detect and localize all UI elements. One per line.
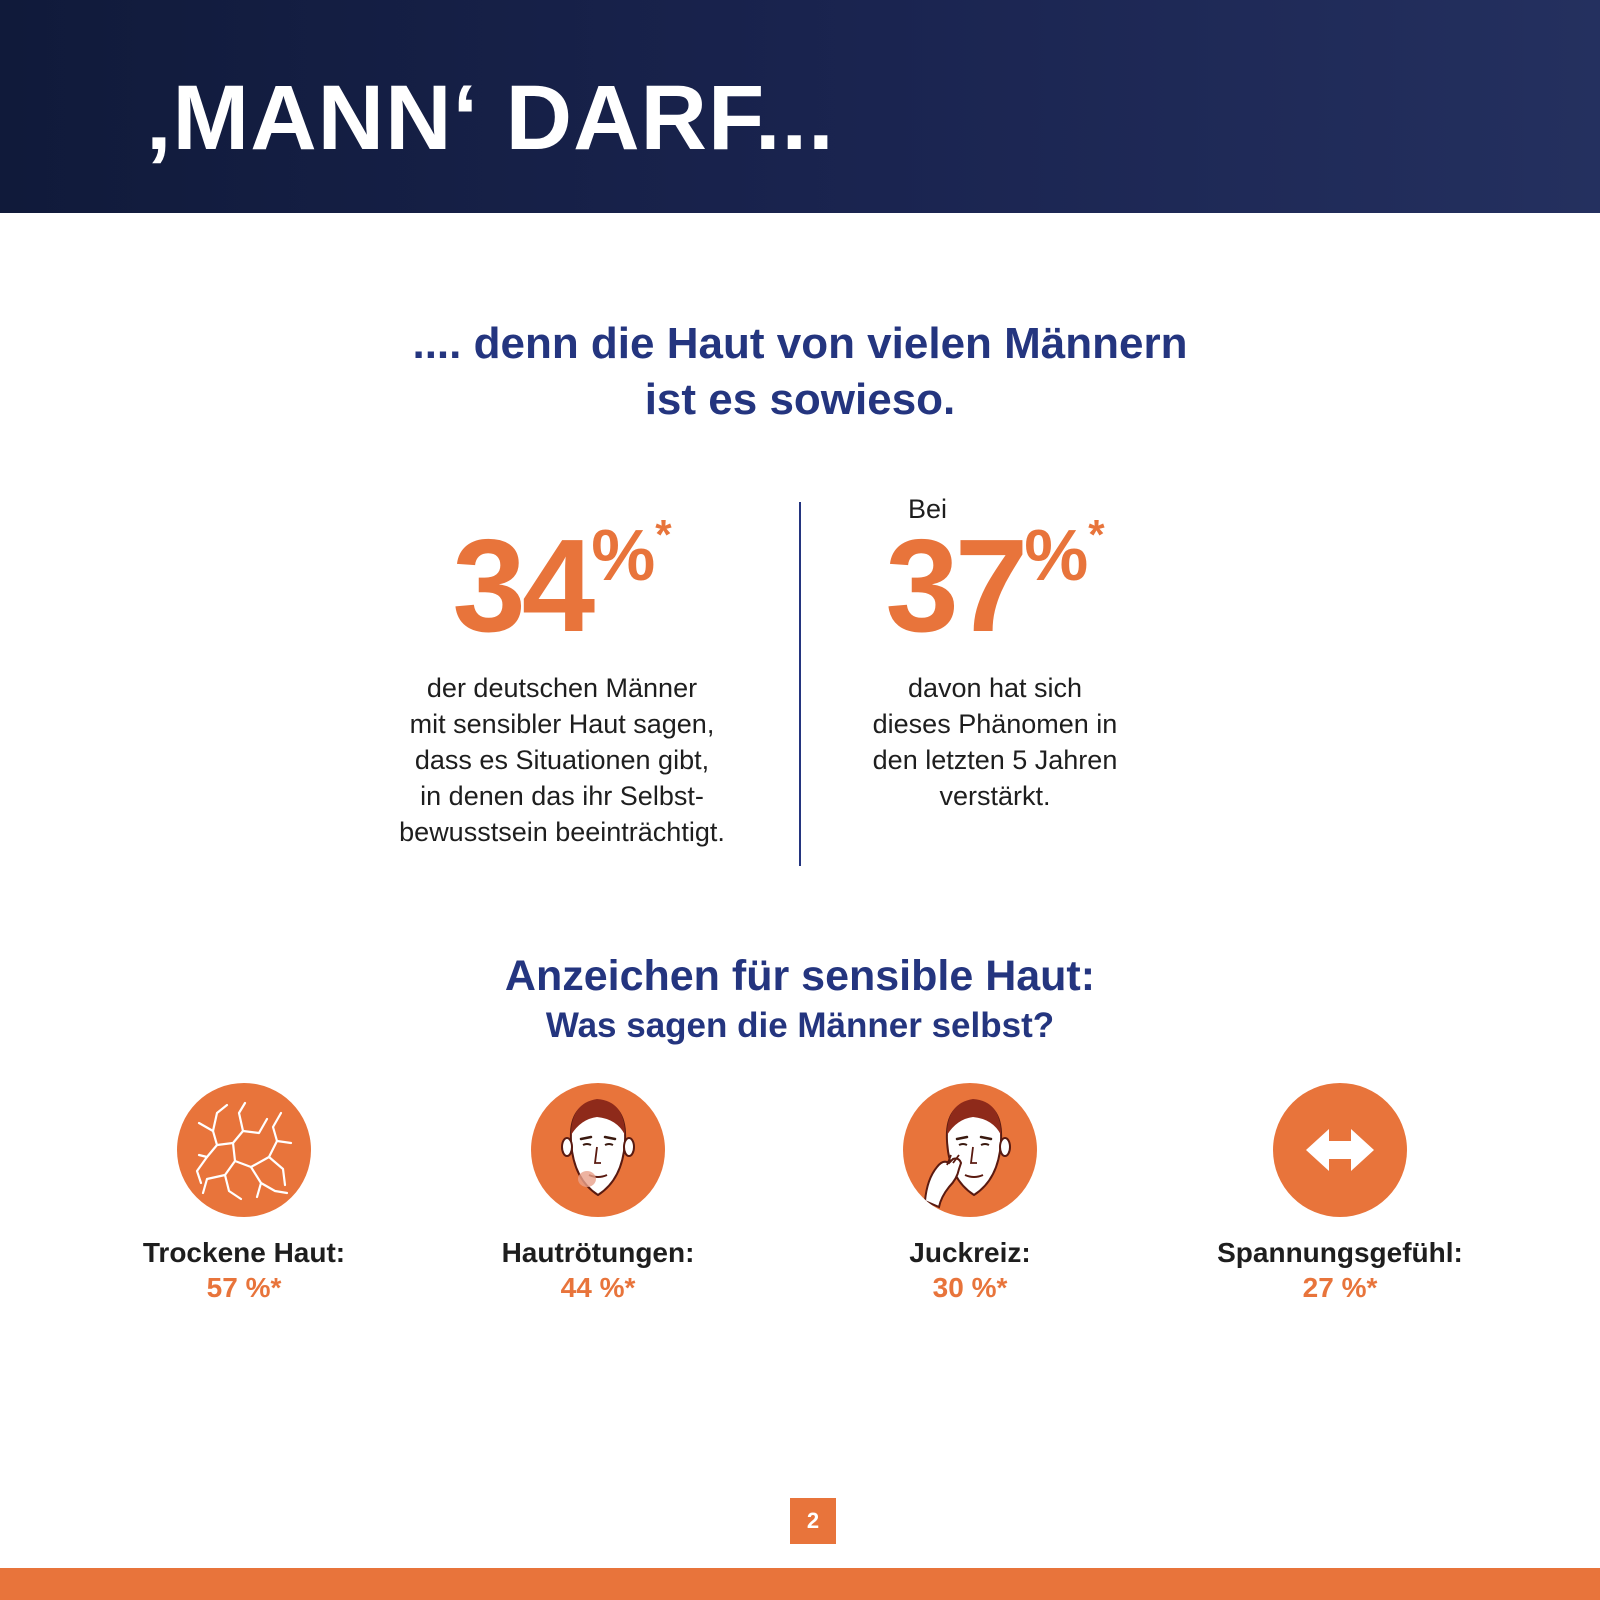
- stat-block-34: 34%* der deutschen Männer mit sensibler …: [352, 511, 772, 850]
- symptom-percentage: 27 %*: [1302, 1272, 1378, 1303]
- asterisk: *: [655, 511, 672, 558]
- desc-line: dass es Situationen gibt,: [414, 745, 710, 775]
- subtitle-line-1: .... denn die Haut von vielen Männern: [412, 319, 1188, 368]
- desc-line: verstärkt.: [939, 781, 1051, 811]
- symptom-percentage: 57 %*: [206, 1272, 282, 1303]
- footer-bar: [0, 1568, 1600, 1600]
- desc-line: in denen das ihr Selbst-: [420, 781, 704, 811]
- percent-sign: %: [591, 516, 656, 596]
- stat-value: 34%*: [452, 511, 672, 659]
- desc-line: mit sensibler Haut sagen,: [409, 709, 715, 739]
- section-title: Anzeichen für sensible Haut:: [504, 952, 1096, 1000]
- symptom-tightness: Spannungsgefühl: 27 %*: [1180, 1083, 1500, 1305]
- symptom-itching: Juckreiz: 30 %*: [810, 1083, 1130, 1305]
- symptom-label: Hautrötungen:: [501, 1237, 695, 1268]
- symptom-label: Juckreiz:: [909, 1237, 1031, 1268]
- asterisk: *: [1088, 511, 1105, 558]
- symptom-percentage: 44 %*: [560, 1272, 636, 1303]
- red-face-icon: [531, 1083, 665, 1217]
- stat-description: der deutschen Männer mit sensibler Haut …: [352, 670, 772, 850]
- stat-prefix: Bei: [908, 494, 948, 524]
- desc-line: dieses Phänomen in: [872, 709, 1118, 739]
- symptom-label: Trockene Haut:: [142, 1237, 346, 1268]
- vertical-divider: [799, 502, 801, 866]
- desc-line: den letzten 5 Jahren: [872, 745, 1118, 775]
- cracked-skin-icon: [177, 1083, 311, 1217]
- symptom-label: Spannungsgefühl:: [1217, 1237, 1463, 1268]
- intro-subtitle: .... denn die Haut von vielen Männern is…: [0, 316, 1600, 428]
- percent-sign: %: [1024, 516, 1089, 596]
- subtitle-line-2: ist es sowieso.: [644, 375, 956, 424]
- symptom-percentage: 30 %*: [932, 1272, 1008, 1303]
- desc-line: bewusstsein beeinträchtigt.: [399, 817, 725, 847]
- symptom-dry-skin: Trockene Haut: 57 %*: [84, 1083, 404, 1305]
- page-title: ‚MANN‘ DARF...: [146, 67, 835, 169]
- symptom-redness: Hautrötungen: 44 %*: [438, 1083, 758, 1305]
- itching-face-icon: [903, 1083, 1037, 1217]
- stat-block-37: 37%* davon hat sich dieses Phänomen in d…: [785, 511, 1205, 814]
- stat-value: 37%*: [885, 511, 1105, 659]
- desc-line: davon hat sich: [907, 673, 1083, 703]
- double-arrow-icon: [1273, 1083, 1407, 1217]
- section-subtitle: Was sagen die Männer selbst?: [545, 1006, 1055, 1045]
- stat-description: davon hat sich dieses Phänomen in den le…: [785, 670, 1205, 814]
- page-number: 2: [790, 1498, 836, 1544]
- desc-line: der deutschen Männer: [426, 673, 698, 703]
- header-banner: ‚MANN‘ DARF...: [0, 0, 1600, 213]
